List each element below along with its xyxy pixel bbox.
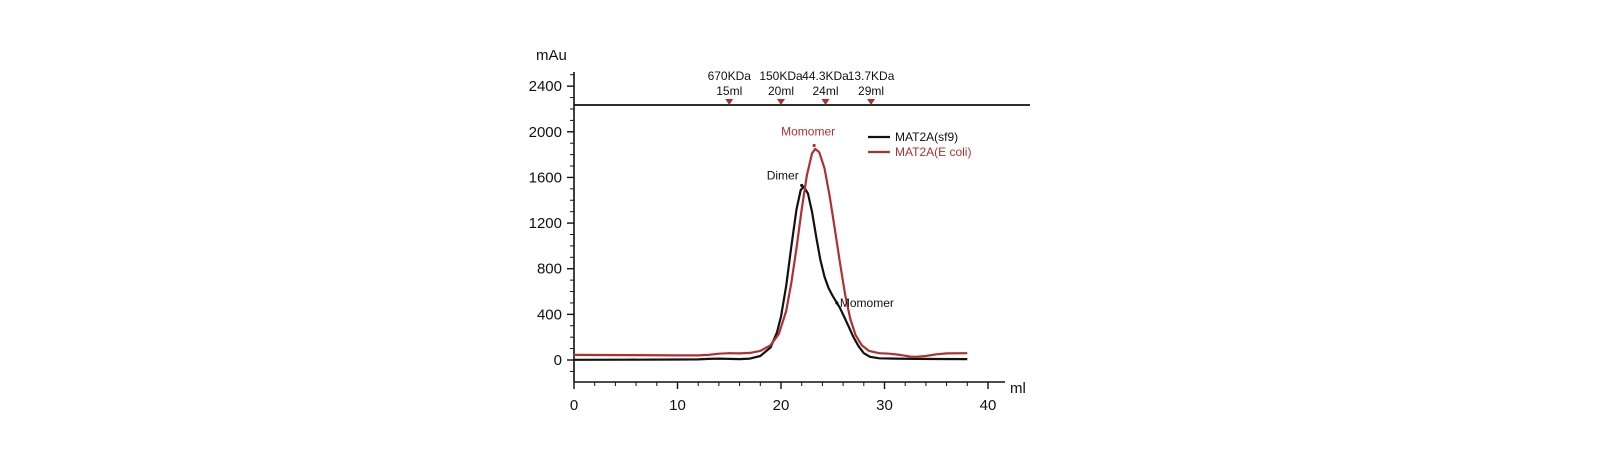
series-line-2	[573, 147, 968, 358]
marker-volume-label: 20ml	[768, 84, 794, 98]
x-tick-label: 20	[773, 397, 790, 414]
y-tick-label: 1200	[529, 215, 562, 232]
annotation-label: Momomer	[840, 296, 894, 310]
y-axis-unit: mAu	[536, 47, 567, 64]
annotation-point	[800, 183, 804, 188]
x-tick-label: 40	[980, 397, 997, 414]
marker-volume-label: 24ml	[812, 84, 838, 98]
marker-volume-label: 29ml	[858, 84, 884, 98]
marker-arrow	[725, 98, 734, 105]
series-line-1	[573, 185, 968, 361]
peak-annotations: Dimer Momomer Momomer	[767, 124, 894, 309]
y-tick-label: 400	[537, 306, 562, 323]
legend: MAT2A(sf9)MAT2A(E coli)	[868, 130, 971, 159]
marker-arrow	[777, 98, 785, 105]
legend-label: MAT2A(E coli)	[895, 145, 971, 159]
y-tick-label: 2000	[529, 124, 562, 141]
marker-mw-label: 44.3KDa	[802, 69, 849, 83]
series-lines	[573, 147, 968, 361]
marker-arrow	[867, 98, 876, 105]
marker-volume-label: 15ml	[716, 84, 742, 98]
x-tick-label: 30	[876, 397, 893, 414]
x-tick-label: 10	[669, 397, 686, 414]
y-tick-label: 800	[537, 261, 562, 278]
marker-arrow	[821, 98, 830, 105]
legend-label: MAT2A(sf9)	[895, 130, 958, 144]
axis-ticks: 0 400 800 1200 1600 2000 2400 0 10 20 30 40	[529, 74, 997, 414]
marker-mw-label: 670KDa	[708, 69, 752, 83]
annotation-label: Momomer	[781, 124, 835, 138]
y-tick-label: 2400	[529, 78, 562, 95]
y-tick-label: 0	[554, 352, 562, 369]
x-axis-unit: ml	[1010, 380, 1026, 397]
marker-mw-label: 13.7KDa	[848, 69, 895, 83]
annotation-point	[835, 301, 839, 305]
y-tick-label: 1600	[529, 169, 562, 186]
annotation-label: Dimer	[767, 168, 799, 182]
marker-mw-label: 150KDa	[759, 69, 803, 83]
x-tick-label: 0	[570, 397, 578, 414]
annotation-point	[812, 143, 816, 148]
